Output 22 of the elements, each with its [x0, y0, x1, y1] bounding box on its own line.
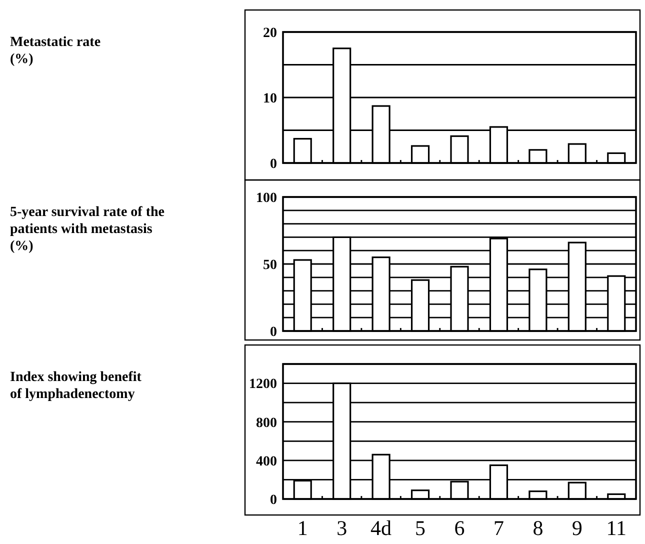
y-tick-label: 0 [270, 492, 277, 508]
y-tick-label: 1200 [249, 377, 277, 392]
x-tick-label: 3 [336, 516, 348, 540]
x-tick-label: 6 [454, 516, 465, 540]
x-tick-label: 1 [297, 516, 308, 540]
y-tick-label: 400 [256, 454, 277, 470]
y-axis-title: Index showing benefit of lymphadenectomy [10, 370, 142, 402]
y-tick-label: 100 [256, 190, 277, 206]
y-tick-label: 0 [270, 156, 277, 172]
y-axis-title: 5-year survival rate of the patients with metastasis (%) [10, 205, 164, 254]
y-tick-label: 20 [263, 26, 277, 41]
x-tick-label: 11 [606, 516, 627, 540]
y-tick-label: 0 [270, 324, 277, 340]
y-axis-title: Metastatic rate (%) [10, 35, 101, 67]
y-tick-label: 800 [256, 416, 277, 431]
x-tick-label: 8 [532, 516, 544, 540]
y-tick-label: 50 [263, 258, 277, 273]
x-tick-label: 9 [572, 516, 582, 540]
x-tick-label: 7 [493, 516, 504, 540]
x-tick-label: 4d [370, 516, 392, 540]
x-tick-label: 5 [415, 516, 426, 540]
y-tick-label: 10 [263, 91, 277, 106]
